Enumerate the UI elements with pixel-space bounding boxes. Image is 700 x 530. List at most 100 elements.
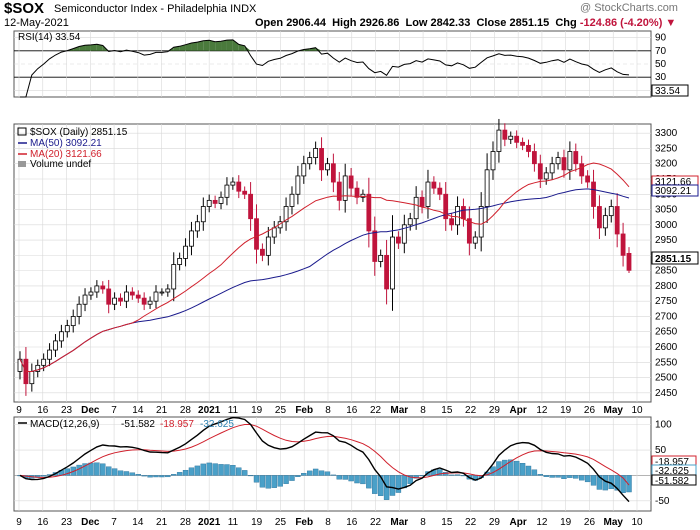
x-tick-label: 8 bbox=[325, 517, 331, 528]
macd-series bbox=[17, 416, 632, 503]
candle-body bbox=[431, 181, 437, 189]
price-panel-frame bbox=[13, 123, 652, 403]
candle-body bbox=[354, 187, 360, 198]
macd-histogram-bar bbox=[159, 475, 165, 478]
x-tick-label: 26 bbox=[584, 405, 596, 416]
candle-body bbox=[478, 206, 484, 238]
price-tick-label: 2450 bbox=[655, 388, 678, 399]
macd-histogram-bar bbox=[82, 463, 88, 476]
candle-body bbox=[496, 129, 502, 152]
x-tick-label: Feb bbox=[295, 517, 313, 528]
x-tick-label: 7 bbox=[111, 405, 117, 416]
candle-body bbox=[230, 181, 236, 186]
macd-histogram-bar bbox=[206, 462, 212, 476]
candle-body bbox=[159, 291, 165, 294]
candle-body bbox=[29, 371, 35, 385]
rsi-tick-label: 50 bbox=[655, 59, 667, 70]
x-tick-label: 9 bbox=[16, 517, 22, 528]
macd-histogram-bar bbox=[513, 460, 520, 476]
candle-body bbox=[579, 163, 585, 177]
price-tick-label: 2700 bbox=[655, 311, 678, 322]
symbol-title: $SOX bbox=[4, 0, 45, 17]
macd-histogram-bar bbox=[194, 465, 201, 476]
candle-body bbox=[242, 190, 248, 195]
macd-histogram-bar bbox=[236, 467, 242, 476]
x-tick-labels: 9 9 16 16 23 23 Dec Dec 7 7 14 14 21 21 28 28 2021 2021 11… bbox=[16, 405, 643, 528]
macd-histogram-bar bbox=[123, 471, 130, 476]
candle-body bbox=[531, 151, 537, 165]
candle-body bbox=[561, 157, 567, 171]
x-tick-label: Dec bbox=[81, 405, 100, 416]
x-tick-label: 15 bbox=[441, 517, 453, 528]
macd-histogram-bar bbox=[336, 475, 342, 480]
ma20-flag-text: 3121.66 bbox=[655, 177, 692, 188]
rsi-overbought-fill bbox=[244, 45, 251, 51]
x-tick-label: Apr bbox=[510, 405, 527, 416]
macd-histogram-bar bbox=[578, 475, 585, 481]
candle-body bbox=[537, 163, 543, 180]
x-tick-label: 28 bbox=[180, 405, 192, 416]
candle-body bbox=[366, 193, 372, 232]
macd-histogram-bar bbox=[111, 468, 118, 476]
candle-body bbox=[514, 135, 520, 143]
index-name: Semiconductor Index - Philadelphia INDX bbox=[54, 3, 257, 15]
macd-histogram-bar bbox=[301, 473, 307, 476]
macd-histogram-bar bbox=[218, 464, 224, 476]
macd-histogram-bar bbox=[200, 463, 206, 476]
x-tick-label: 7 bbox=[111, 517, 117, 528]
price-tick-label: 2600 bbox=[655, 342, 678, 353]
macd-histogram-bar bbox=[271, 475, 277, 488]
macd-histogram-bar bbox=[372, 475, 378, 494]
macd-histogram-bar bbox=[614, 475, 620, 491]
price-tick-label: 3000 bbox=[655, 220, 678, 231]
macd-legend-name: MACD(12,26,9) bbox=[30, 419, 99, 430]
candle-body bbox=[585, 175, 591, 183]
candle-body bbox=[248, 193, 253, 220]
candle-body bbox=[70, 316, 76, 327]
rsi-overbought-fill bbox=[85, 44, 91, 51]
macd-histogram-bar bbox=[188, 467, 195, 476]
x-tick-label: Mar bbox=[390, 517, 408, 528]
rsi-tick-label: 90 bbox=[655, 33, 667, 44]
macd-histogram-bar bbox=[354, 475, 360, 484]
rsi-legend-text: RSI(14) 33.54 bbox=[18, 32, 81, 43]
candle-body bbox=[484, 169, 490, 207]
x-tick-label: May bbox=[604, 405, 624, 416]
macd-histogram-bar bbox=[64, 468, 71, 476]
macd-histogram-bar bbox=[289, 475, 295, 481]
x-tick-label: 22 bbox=[465, 405, 477, 416]
candle-body bbox=[455, 206, 460, 226]
x-tick-label: 19 bbox=[251, 517, 263, 528]
macd-tick-label: -50 bbox=[655, 496, 670, 507]
candle-legend-icon bbox=[17, 127, 27, 136]
macd-histogram-bar bbox=[153, 475, 159, 478]
x-tick-label: Feb bbox=[295, 405, 313, 416]
candle-body bbox=[206, 199, 212, 207]
x-tick-label: Apr bbox=[510, 517, 527, 528]
x-tick-label: 8 bbox=[420, 405, 426, 416]
macd-legend: MACD(12,26,9) -51.582 -18.957 -32.625 bbox=[18, 419, 234, 430]
rsi-overbought-fill bbox=[221, 40, 227, 51]
candle-body bbox=[443, 193, 449, 220]
x-tick-label: Mar bbox=[390, 405, 408, 416]
candle-body bbox=[106, 288, 112, 305]
quote-date: 12-May-2021 bbox=[4, 17, 69, 29]
quote-summary: Open 2906.44 High 2926.86 Low 2842.33 Cl… bbox=[255, 17, 676, 29]
macd-histogram-bar bbox=[117, 470, 124, 476]
x-tick-label: 14 bbox=[132, 405, 144, 416]
price-tick-label: 3200 bbox=[655, 159, 678, 170]
macd-tick-label: 100 bbox=[655, 420, 672, 431]
x-tick-label: 10 bbox=[631, 405, 643, 416]
source-watermark: @ StockCharts.com bbox=[580, 2, 678, 14]
price-legend-text: $SOX (Daily) 2851.15 bbox=[30, 127, 128, 138]
macd-histogram-bar bbox=[360, 475, 366, 485]
price-tick-label: 3250 bbox=[655, 143, 678, 154]
x-tick-label: 10 bbox=[631, 517, 643, 528]
candle-body bbox=[567, 151, 573, 171]
macd-histogram-bar bbox=[230, 465, 236, 476]
x-tick-label: 2021 bbox=[198, 405, 221, 416]
rsi-overbought-fill bbox=[309, 47, 316, 51]
candle-body bbox=[135, 294, 141, 299]
macd-histogram-bar bbox=[88, 462, 94, 476]
candle-body bbox=[390, 236, 395, 290]
